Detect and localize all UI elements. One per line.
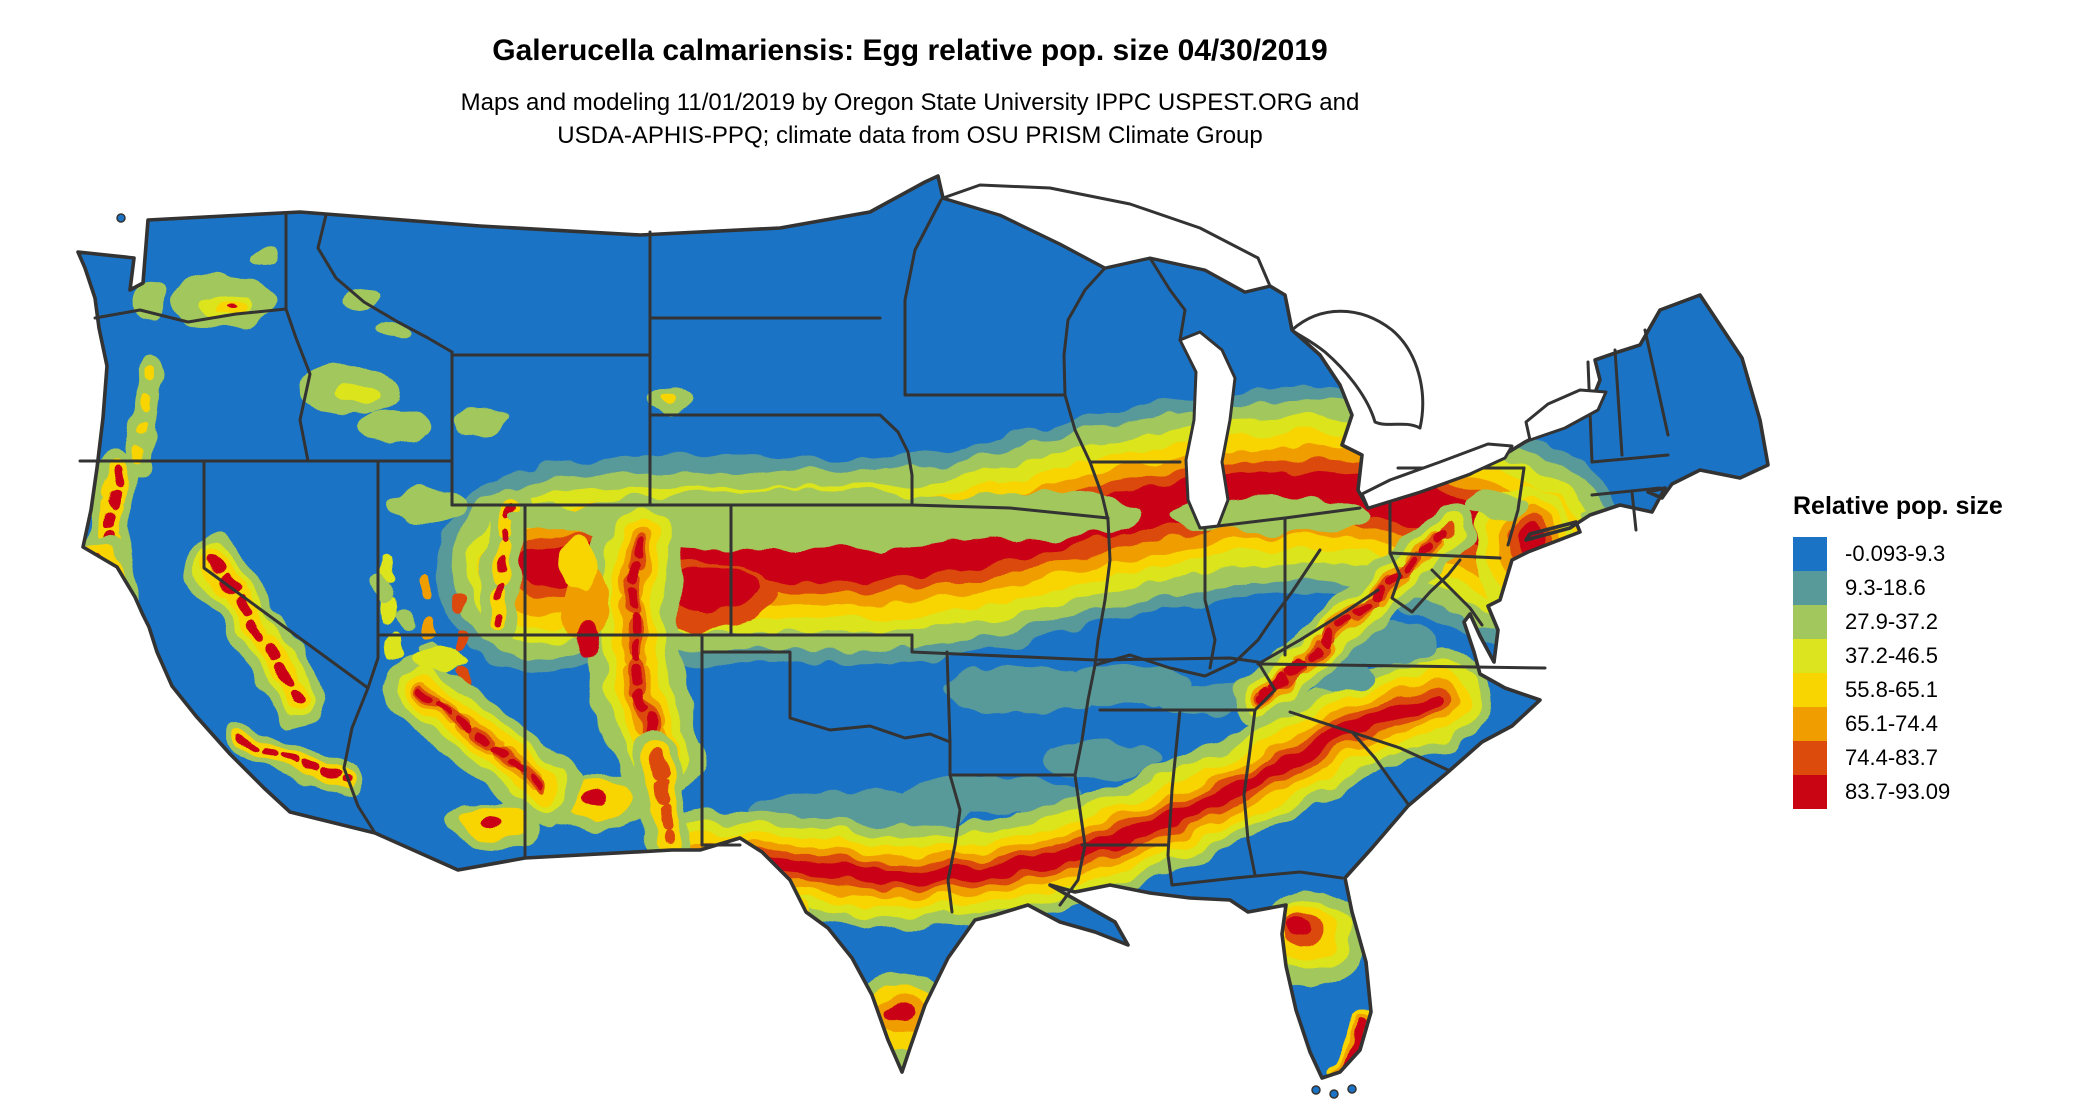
legend-item: 55.8-65.1 xyxy=(1793,673,2003,707)
legend-swatch xyxy=(1793,605,1827,639)
lake-michigan xyxy=(1178,330,1237,530)
legend-item: 83.7-93.09 xyxy=(1793,775,2003,809)
state-borders xyxy=(78,198,1670,914)
legend-label: -0.093-9.3 xyxy=(1845,541,1946,566)
lake-ontario xyxy=(1524,388,1608,442)
legend-label: 55.8-65.1 xyxy=(1845,677,1938,702)
pop-size-overlay xyxy=(78,250,1625,1078)
subtitle-line-1: Maps and modeling 11/01/2019 by Oregon S… xyxy=(460,89,1360,116)
legend-item: -0.093-9.3 xyxy=(1793,537,2003,571)
appalachian-streak xyxy=(1233,503,1477,725)
west-mountains xyxy=(78,250,706,861)
legend-title: Relative pop. size xyxy=(1793,492,2003,520)
legend-label: 37.2-46.5 xyxy=(1845,643,1938,668)
legend-item: 9.3-18.6 xyxy=(1793,571,2003,605)
subtitle: Maps and modeling 11/01/2019 by Oregon S… xyxy=(40,86,1780,152)
legend-swatch xyxy=(1793,639,1827,673)
lake-superior xyxy=(941,183,1272,294)
central-band xyxy=(437,387,1625,673)
legend-swatch xyxy=(1793,571,1827,605)
legend-swatch xyxy=(1793,707,1827,741)
legend-label: 83.7-93.09 xyxy=(1845,779,1951,804)
legend-item: 37.2-46.5 xyxy=(1793,639,2003,673)
legend-item: 65.1-74.4 xyxy=(1793,707,2003,741)
legend: Relative pop. size -0.093-9.3 9.3-18.6 27.… xyxy=(1793,492,2003,809)
legend-label: 9.3-18.6 xyxy=(1845,575,1926,600)
subtitle-line-2: USDA-APHIS-PPQ; climate data from OSU PR… xyxy=(557,122,1263,149)
legend-swatch xyxy=(1793,537,1827,571)
legend-swatch xyxy=(1793,673,1827,707)
legend-items: -0.093-9.3 9.3-18.6 27.9-37.2 37.2-46.5 55.8… xyxy=(1793,537,2003,809)
legend-item: 27.9-37.2 xyxy=(1793,605,2003,639)
south-texas-spot xyxy=(845,972,965,1068)
page-title: Galerucella calmariensis: Egg relative p… xyxy=(492,34,1328,67)
lake-erie xyxy=(1360,442,1514,510)
legend-label: 27.9-37.2 xyxy=(1845,609,1938,634)
lake-huron xyxy=(1290,309,1425,430)
great-lakes xyxy=(941,183,1608,530)
islands xyxy=(116,213,1357,1099)
legend-swatch xyxy=(1793,775,1827,809)
legend-item: 74.4-83.7 xyxy=(1793,741,2003,775)
legend-swatch xyxy=(1793,741,1827,775)
header: Galerucella calmariensis: Egg relative p… xyxy=(40,0,1780,152)
legend-label: 65.1-74.4 xyxy=(1845,711,1938,736)
legend-label: 74.4-83.7 xyxy=(1845,745,1938,770)
